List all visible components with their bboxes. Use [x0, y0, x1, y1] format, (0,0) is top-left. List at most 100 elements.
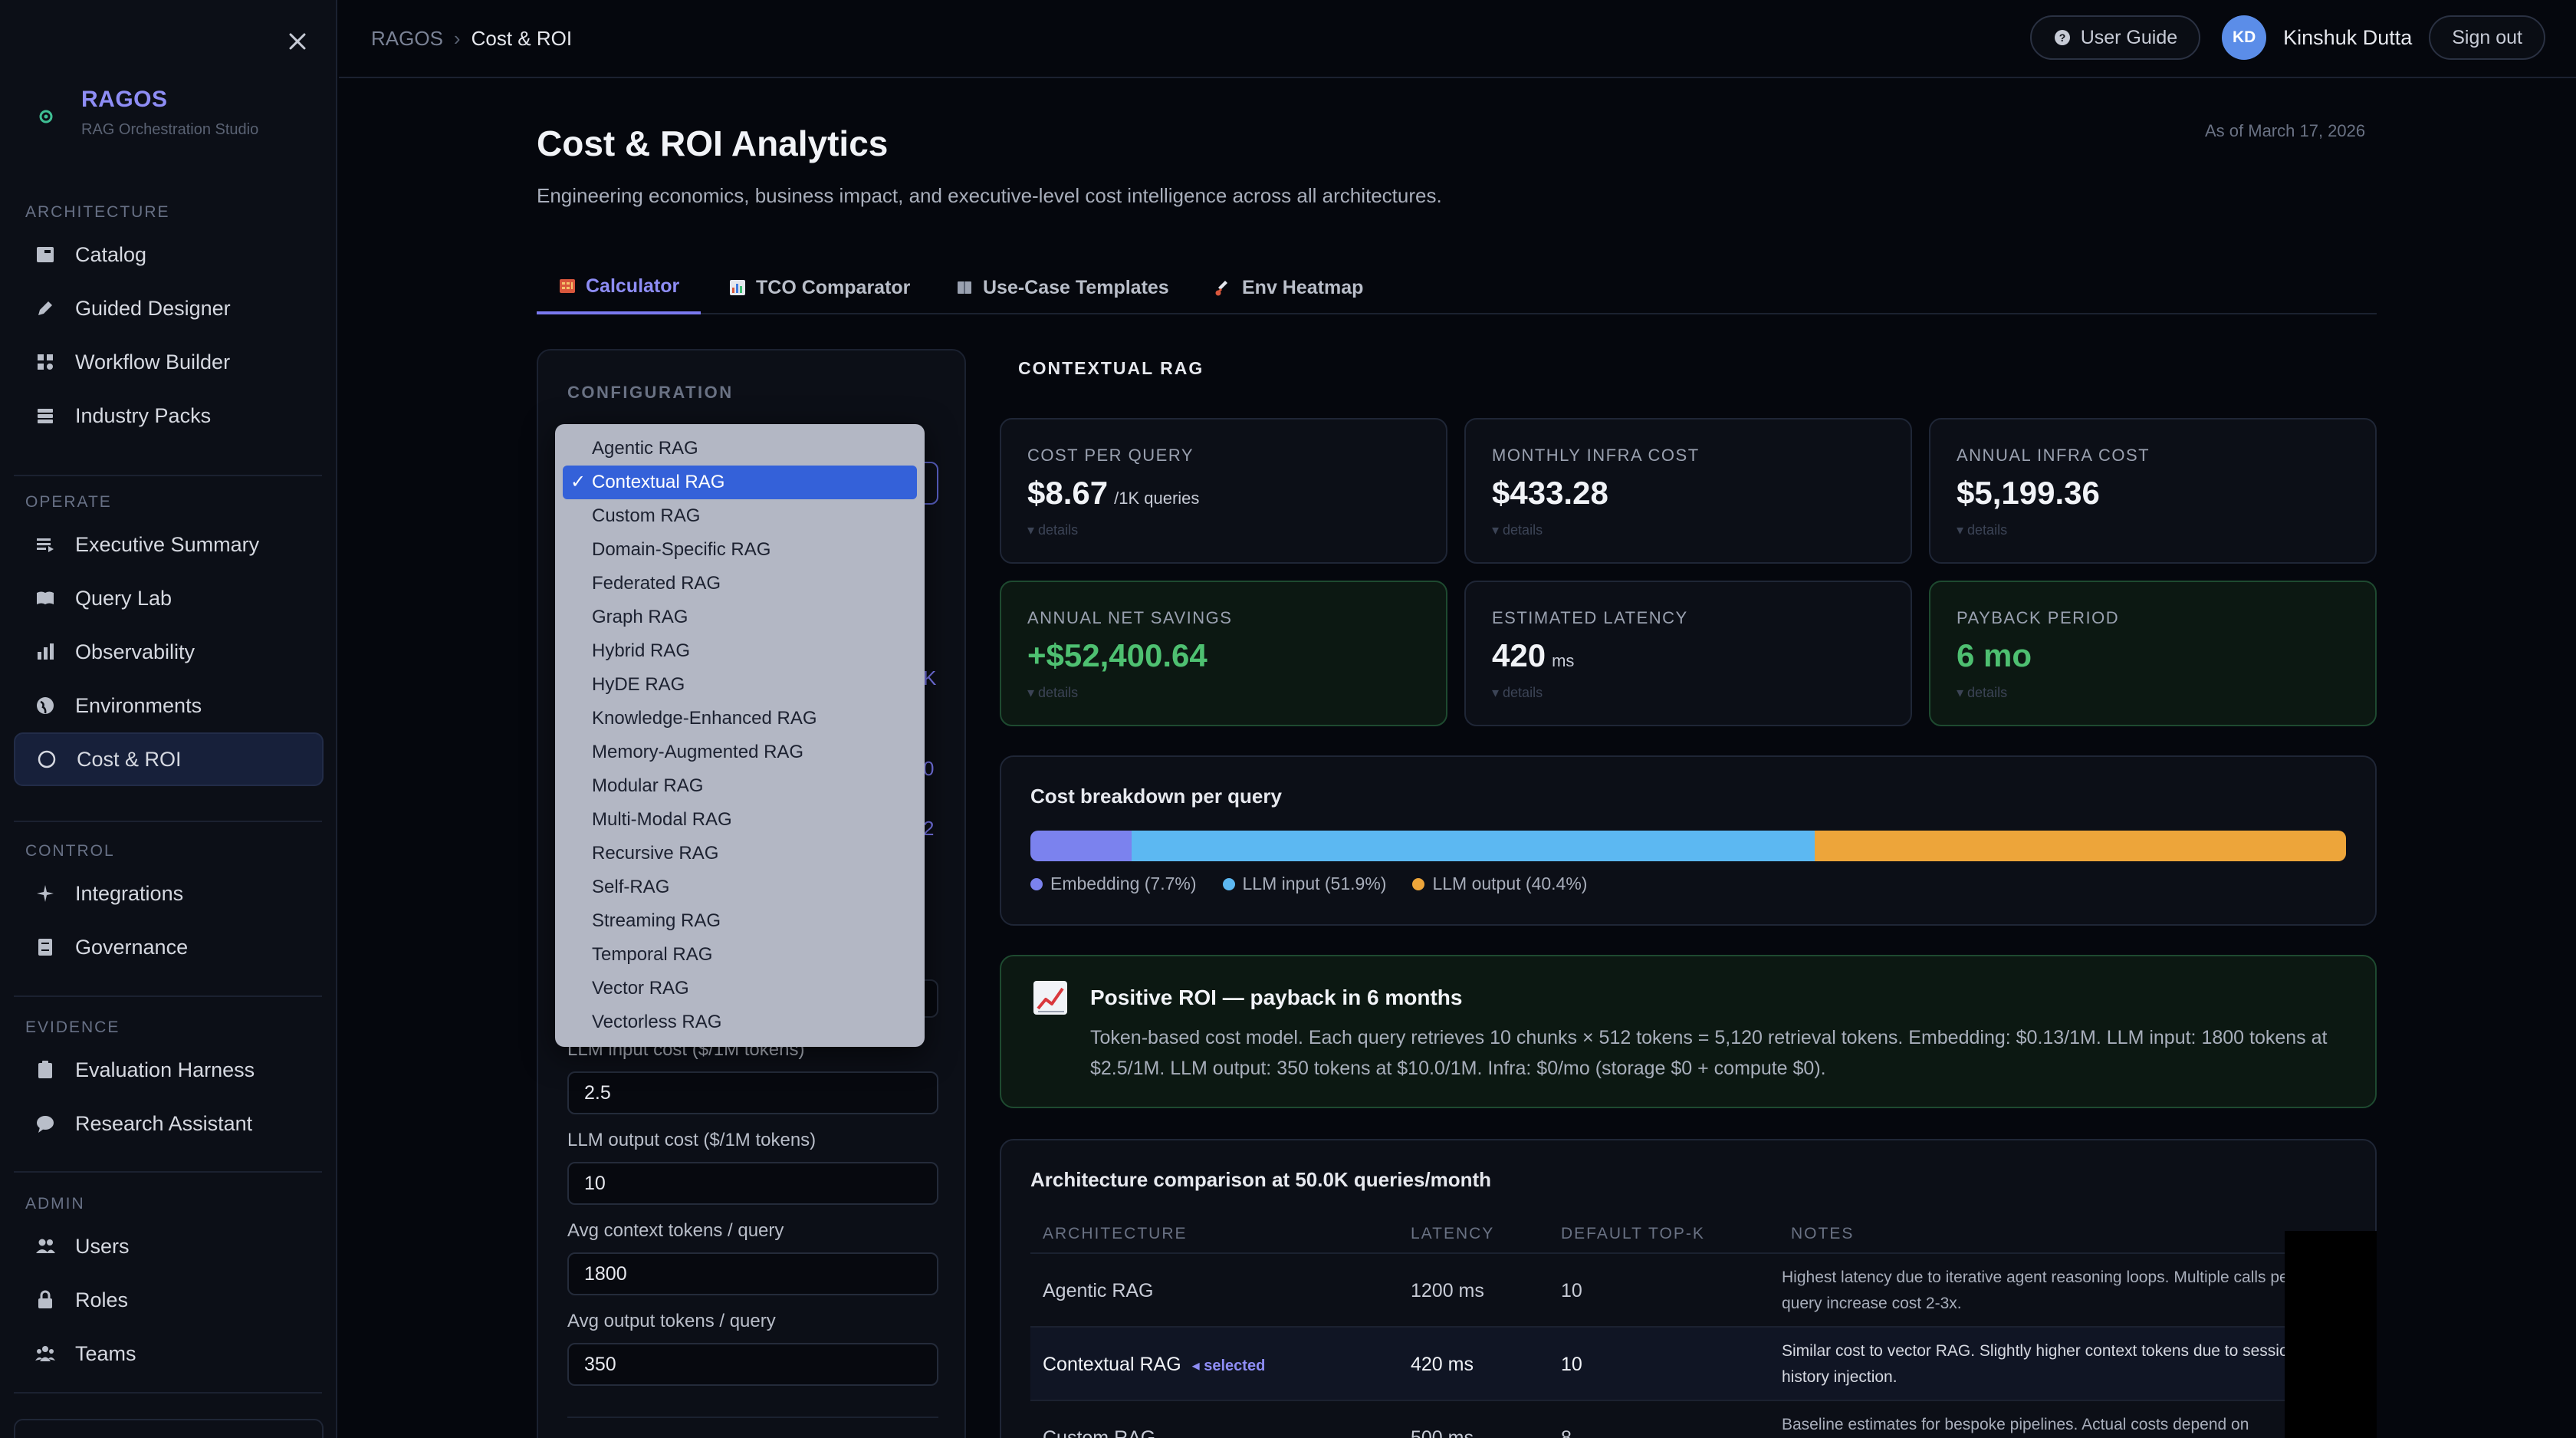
sidebar-item-guided-designer[interactable]: Guided Designer: [14, 281, 324, 335]
section-divider: [14, 995, 322, 997]
cost-breakdown-card: Cost breakdown per query Embedding (7.7%…: [1000, 755, 2377, 926]
list-icon: [34, 533, 57, 556]
llm-input-cost-field[interactable]: 2.5: [567, 1071, 938, 1114]
avatar[interactable]: KD: [2222, 15, 2267, 60]
breadcrumb: RAGOS › Cost & ROI: [371, 0, 572, 77]
tab-use-case-templates[interactable]: Use-Case Templates: [934, 261, 1191, 314]
tab-env-heatmap[interactable]: Env Heatmap: [1193, 261, 1385, 314]
dropdown-option-selected[interactable]: ✓ Contextual RAG: [563, 466, 917, 499]
details-toggle[interactable]: ▾ details: [1027, 685, 1079, 700]
section-title: ARCHITECTURE: [25, 203, 170, 221]
user-name: Kinshuk Dutta: [2283, 25, 2413, 49]
dropdown-option[interactable]: Self-RAG: [592, 877, 670, 897]
sparkle-icon: [34, 882, 57, 905]
metric-label: MONTHLY INFRA COST: [1492, 446, 1700, 465]
dropdown-option[interactable]: Vectorless RAG: [592, 1012, 722, 1032]
dropdown-option[interactable]: Custom RAG: [592, 505, 701, 526]
user-guide-label: User Guide: [2080, 26, 2178, 48]
details-toggle[interactable]: ▾ details: [1027, 522, 1079, 538]
dropdown-option[interactable]: Graph RAG: [592, 607, 688, 627]
dropdown-option[interactable]: Federated RAG: [592, 573, 721, 594]
tab-calculator[interactable]: Calculator: [537, 261, 702, 314]
sidebar-item-label: Roles: [75, 1288, 129, 1311]
user-guide-button[interactable]: ? User Guide: [2029, 15, 2201, 60]
occluding-overlay: [2285, 1231, 2377, 1438]
section-divider: [14, 1392, 322, 1394]
sidebar-item-integrations[interactable]: Integrations: [14, 867, 324, 920]
details-toggle[interactable]: ▾ details: [1492, 522, 1543, 538]
brand[interactable]: RAGOS RAG Orchestration Studio: [32, 84, 258, 146]
context-tokens-field[interactable]: 1800: [567, 1252, 938, 1295]
sidebar-item-teams[interactable]: Teams: [14, 1327, 324, 1380]
sidebar-item-governance[interactable]: Governance: [14, 920, 324, 974]
svg-text:?: ?: [2058, 31, 2065, 44]
details-toggle[interactable]: ▾ details: [1957, 522, 2008, 538]
sidebar-item-environments[interactable]: Environments: [14, 679, 324, 732]
cell-top-k: 10: [1561, 1354, 1582, 1375]
architecture-comparison-card: Architecture comparison at 50.0K queries…: [1000, 1139, 2377, 1438]
cell-architecture: Agentic RAG: [1043, 1280, 1154, 1301]
dropdown-option[interactable]: Agentic RAG: [592, 438, 698, 459]
sidebar-item-industry-packs[interactable]: Industry Packs: [14, 389, 324, 443]
tab-tco-comparator[interactable]: TCO Comparator: [707, 261, 932, 314]
dropdown-option[interactable]: Temporal RAG: [592, 944, 713, 965]
sidebar-item-evaluation-harness[interactable]: Evaluation Harness: [14, 1043, 324, 1097]
sidebar-item-research-assistant[interactable]: Research Assistant: [14, 1097, 324, 1150]
grid-icon: [34, 350, 57, 373]
dropdown-option[interactable]: Memory-Augmented RAG: [592, 742, 804, 762]
sidebar-item-users[interactable]: Users: [14, 1219, 324, 1273]
cost-breakdown-legend: Embedding (7.7%) LLM input (51.9%) LLM o…: [1030, 874, 1613, 894]
dropdown-option-label: Contextual RAG: [592, 472, 725, 492]
llm-output-cost-field[interactable]: 10: [567, 1162, 938, 1205]
metric-monthly-infra-cost: MONTHLY INFRA COST $433.28 ▾ details: [1464, 418, 1912, 564]
help-icon: ?: [2054, 30, 2070, 45]
dropdown-option[interactable]: Domain-Specific RAG: [592, 539, 771, 560]
sidebar-item-catalog[interactable]: Catalog: [14, 228, 324, 281]
metric-estimated-latency: ESTIMATED LATENCY 420 ms ▾ details: [1464, 581, 1912, 726]
details-toggle[interactable]: ▾ details: [1957, 685, 2008, 700]
legend-item-embedding: Embedding (7.7%): [1030, 874, 1197, 894]
dropdown-option[interactable]: Hybrid RAG: [592, 640, 691, 661]
sidebar-item-query-lab[interactable]: Query Lab: [14, 571, 324, 625]
cell-notes: Similar cost to vector RAG. Slightly hig…: [1782, 1342, 2298, 1386]
table-row[interactable]: Custom RAG 500 ms 8 Baseline estimates f…: [1030, 1400, 2349, 1438]
sidebar-item-label: Environments: [75, 693, 202, 717]
column-header: DEFAULT TOP-K: [1561, 1225, 1705, 1242]
sidebar-footer-button[interactable]: [14, 1419, 324, 1438]
dropdown-option[interactable]: Recursive RAG: [592, 843, 719, 864]
brand-name: RAGOS: [81, 87, 168, 112]
sidebar-item-roles[interactable]: Roles: [14, 1273, 324, 1327]
pencil-icon: [34, 297, 57, 320]
section-divider: [14, 1171, 322, 1173]
sidebar-item-cost-roi[interactable]: Cost & ROI: [14, 732, 324, 786]
legend-label: LLM output (40.4%): [1432, 874, 1588, 893]
column-header: NOTES: [1791, 1225, 1855, 1242]
cell-architecture-name: Contextual RAG: [1043, 1354, 1181, 1375]
dropdown-option[interactable]: Modular RAG: [592, 775, 704, 796]
dropdown-option[interactable]: Knowledge-Enhanced RAG: [592, 708, 817, 729]
sign-out-button[interactable]: Sign out: [2429, 15, 2545, 60]
sidebar-item-executive-summary[interactable]: Executive Summary: [14, 518, 324, 571]
dropdown-option[interactable]: Vector RAG: [592, 978, 689, 999]
dropdown-option[interactable]: Streaming RAG: [592, 910, 721, 931]
close-icon[interactable]: [282, 26, 313, 57]
catalog-icon: [34, 243, 57, 266]
sidebar-item-observability[interactable]: Observability: [14, 625, 324, 679]
dropdown-option[interactable]: Multi-Modal RAG: [592, 809, 732, 830]
metric-number: 420: [1492, 637, 1546, 673]
team-icon: [34, 1342, 57, 1365]
metric-payback-period: PAYBACK PERIOD 6 mo ▾ details: [1929, 581, 2377, 726]
lock-icon: [34, 1288, 57, 1311]
sidebar-item-label: Evaluation Harness: [75, 1058, 255, 1081]
breadcrumb-root[interactable]: RAGOS: [371, 26, 443, 50]
table-row-selected[interactable]: Contextual RAG ◂ selected 420 ms 10 Simil…: [1030, 1326, 2349, 1400]
table-row[interactable]: Agentic RAG 1200 ms 10 Highest latency d…: [1030, 1252, 2349, 1326]
output-tokens-field[interactable]: 350: [567, 1343, 938, 1386]
legend-item-llm-input: LLM input (51.9%): [1222, 874, 1386, 894]
details-toggle[interactable]: ▾ details: [1492, 685, 1543, 700]
hidden-field-fragment: 2: [923, 817, 935, 840]
dropdown-option[interactable]: HyDE RAG: [592, 674, 685, 695]
sidebar-item-label: Catalog: [75, 242, 147, 266]
sidebar-item-workflow-builder[interactable]: Workflow Builder: [14, 335, 324, 389]
